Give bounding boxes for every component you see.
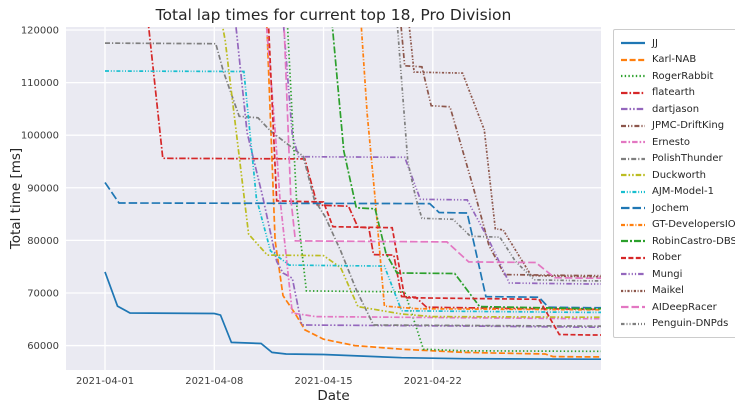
legend-item: Maikel — [621, 283, 735, 300]
series-line — [147, 27, 601, 311]
legend-line-swatch — [621, 190, 645, 193]
series-line — [266, 27, 601, 358]
legend-label: RobinCastro-DBS — [652, 235, 735, 247]
series-line — [360, 27, 601, 311]
legend-label: AIDeepRacer — [652, 301, 717, 313]
legend-line-swatch — [621, 174, 645, 177]
x-tick-label: 2021-04-01 — [76, 376, 134, 387]
legend: JJ Karl-NAB RogerRabbit flatearth dartjason J… — [613, 29, 735, 338]
legend-label: JPMC-DriftKing — [652, 120, 725, 132]
legend-item: Duckworth — [621, 167, 735, 184]
legend-label: Jochem — [652, 202, 689, 214]
legend-line-swatch — [621, 306, 645, 309]
legend-line-swatch — [621, 157, 645, 160]
legend-item: Jochem — [621, 200, 735, 217]
legend-label: flatearth — [652, 87, 695, 99]
legend-line-swatch — [621, 256, 645, 259]
legend-line-swatch — [621, 108, 645, 111]
series-line — [104, 271, 601, 361]
legend-label: PolishThunder — [652, 153, 723, 165]
legend-item: AJM-Model-1 — [621, 184, 735, 201]
legend-line-swatch — [621, 58, 645, 61]
legend-item: PolishThunder — [621, 151, 735, 168]
series-line — [400, 27, 601, 277]
x-tick-label: 2021-04-22 — [404, 376, 462, 387]
series-line — [221, 27, 601, 319]
legend-label: AJM-Model-1 — [652, 186, 715, 198]
legend-label: JJ — [652, 37, 658, 49]
x-tick-label: 2021-04-08 — [185, 376, 243, 387]
series-line — [265, 27, 601, 320]
legend-item: JJ — [621, 35, 735, 52]
legend-line-swatch — [621, 207, 645, 210]
series-line — [283, 27, 601, 280]
legend-label: Rober — [652, 252, 682, 264]
legend-line-swatch — [621, 240, 645, 243]
legend-label: Duckworth — [652, 169, 706, 181]
legend-line-swatch — [621, 124, 645, 127]
legend-item: Karl-NAB — [621, 52, 735, 69]
y-tick-label: 70000 — [27, 288, 59, 299]
legend-label: GT-DevelopersIO — [652, 219, 735, 231]
y-tick-label: 100000 — [21, 131, 59, 142]
y-tick-label: 60000 — [27, 341, 59, 352]
legend-line-swatch — [621, 75, 645, 78]
y-tick-label: 110000 — [21, 78, 59, 89]
legend-label: Ernesto — [652, 136, 690, 148]
series-line — [396, 27, 601, 282]
legend-item: RobinCastro-DBS — [621, 233, 735, 250]
series-line — [267, 27, 601, 336]
chart-title: Total lap times for current top 18, Pro … — [155, 6, 512, 24]
y-tick-label: 120000 — [21, 26, 59, 37]
legend-item: Mungi — [621, 266, 735, 283]
legend-line-swatch — [621, 289, 645, 292]
legend-item: flatearth — [621, 85, 735, 102]
legend-item: dartjason — [621, 101, 735, 118]
legend-line-swatch — [621, 273, 645, 276]
tick-labels: 60000 70000 80000 90000 100000 110000 120000 20… — [21, 26, 462, 388]
series-lines — [104, 27, 601, 361]
legend-item: Ernesto — [621, 134, 735, 151]
legend-line-swatch — [621, 42, 645, 45]
x-axis-label: Date — [317, 388, 350, 404]
legend-line-swatch — [621, 141, 645, 144]
legend-item: GT-DevelopersIO — [621, 217, 735, 234]
legend-label: RogerRabbit — [652, 70, 714, 82]
legend-label: Penguin-DNPds — [652, 318, 729, 330]
legend-item: JPMC-DriftKing — [621, 118, 735, 135]
legend-item: RogerRabbit — [621, 68, 735, 85]
y-tick-label: 90000 — [27, 183, 59, 194]
legend-item: Rober — [621, 250, 735, 267]
legend-item: AIDeepRacer — [621, 299, 735, 316]
series-line — [282, 27, 601, 285]
legend-line-swatch — [621, 91, 645, 94]
series-line — [104, 42, 601, 327]
series-line — [104, 182, 601, 309]
legend-line-swatch — [621, 322, 645, 325]
legend-line-swatch — [621, 223, 645, 226]
y-tick-label: 80000 — [27, 236, 59, 247]
series-line — [104, 70, 601, 314]
legend-label: Mungi — [652, 268, 683, 280]
legend-label: dartjason — [652, 103, 700, 115]
legend-label: Karl-NAB — [652, 54, 697, 66]
x-tick-label: 2021-04-15 — [294, 376, 352, 387]
legend-label: Maikel — [652, 285, 684, 297]
series-line — [331, 27, 601, 310]
legend-item: Penguin-DNPds — [621, 316, 735, 333]
